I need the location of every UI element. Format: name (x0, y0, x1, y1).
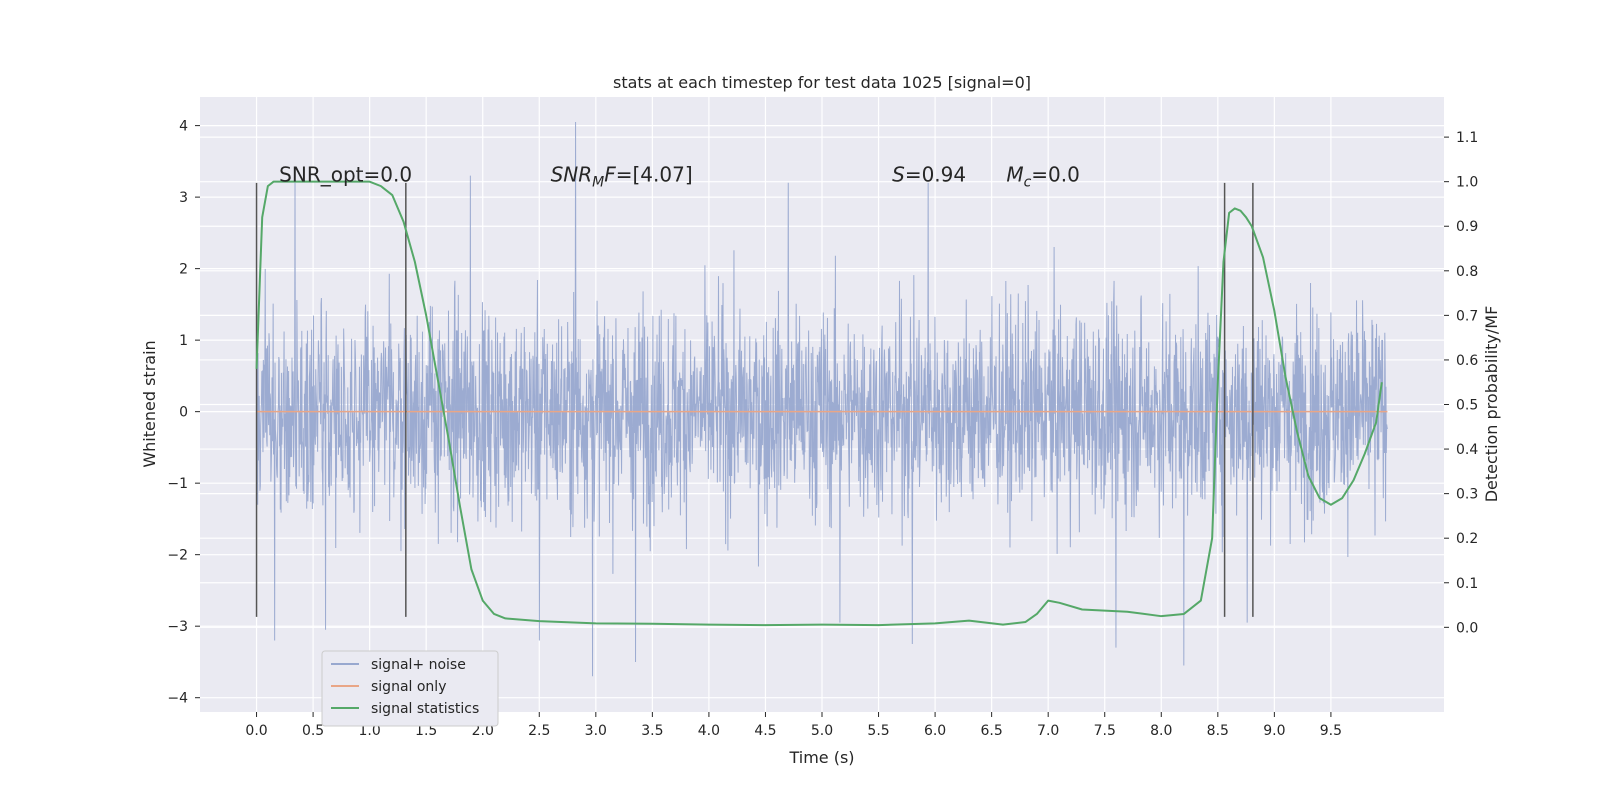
y-left-tick-label: −1 (167, 476, 188, 492)
y-axis-right-label: Detection probability/MF (1482, 306, 1501, 503)
y-left-tick-label: 1 (179, 333, 188, 349)
x-tick-label: 0.0 (245, 723, 267, 739)
x-tick-label: 2.0 (472, 723, 494, 739)
chart-title: stats at each timestep for test data 102… (613, 73, 1031, 92)
y-right-tick-label: 0.6 (1456, 353, 1478, 369)
annotations: SNR_opt=0.0 SNRMF=[4.07] S=0.94 Mc=0.0 (279, 162, 1080, 190)
legend-label-signal-noise: signal+ noise (371, 657, 466, 673)
y-right-tick-label: 1.0 (1456, 175, 1478, 191)
annotation-0: SNR_opt=0.0 (279, 162, 412, 186)
x-tick-label: 8.5 (1207, 723, 1229, 739)
x-tick-label: 2.5 (528, 723, 550, 739)
x-tick-label: 4.0 (698, 723, 720, 739)
y-axis-right-ticks: 0.0 0.1 0.2 0.3 0.4 0.5 0.6 0.7 0.8 0.9 1.0 1.1 (1444, 130, 1478, 636)
x-axis-label: Time (s) (788, 748, 854, 767)
y-right-tick-label: 0.0 (1456, 620, 1478, 636)
legend-box (321, 650, 499, 727)
legend-label-signal-only: signal only (371, 679, 446, 695)
y-left-tick-label: 0 (179, 405, 188, 421)
x-tick-label: 1.0 (359, 723, 381, 739)
x-tick-label: 4.5 (754, 723, 776, 739)
x-tick-label: 3.5 (641, 723, 663, 739)
x-tick-label: 7.0 (1037, 723, 1059, 739)
x-tick-label: 7.5 (1094, 723, 1116, 739)
y-left-tick-label: −3 (167, 619, 188, 635)
x-tick-label: 0.5 (302, 723, 324, 739)
y-right-tick-label: 0.3 (1456, 487, 1478, 503)
signal-noise-line (256, 122, 1388, 677)
y-left-tick-label: −4 (167, 691, 188, 707)
y-right-tick-label: 0.1 (1456, 576, 1478, 592)
y-right-tick-label: 0.4 (1456, 442, 1478, 458)
annotation-2: S=0.94 (892, 162, 966, 186)
x-tick-label: 5.5 (867, 723, 889, 739)
y-left-tick-label: −2 (167, 548, 188, 564)
y-right-tick-label: 0.5 (1456, 398, 1478, 414)
y-right-tick-label: 0.2 (1456, 531, 1478, 547)
annotation-3: Mc=0.0 (1006, 162, 1080, 190)
legend: signal+ noise signal only signal statist… (321, 650, 499, 727)
x-tick-label: 9.0 (1263, 723, 1285, 739)
y-right-tick-label: 0.7 (1456, 308, 1478, 324)
x-tick-label: 1.5 (415, 723, 437, 739)
legend-label-signal-statistics: signal statistics (371, 701, 479, 717)
series-signal-statistics (255, 180, 1383, 627)
x-tick-label: 6.0 (924, 723, 946, 739)
y-axis-left-ticks: −4 −3 −2 −1 0 1 2 3 4 (167, 119, 200, 707)
x-axis-ticks: 0.0 0.5 1.0 1.5 2.0 2.5 3.0 3.5 4.0 4.5 5.0 5.5 6.0 6… (245, 712, 1342, 739)
x-tick-label: 6.5 (981, 723, 1003, 739)
x-tick-label: 8.0 (1150, 723, 1172, 739)
y-right-tick-label: 0.9 (1456, 219, 1478, 235)
signal-statistics-line (255, 180, 1383, 627)
x-tick-label: 5.0 (811, 723, 833, 739)
y-left-tick-label: 4 (179, 119, 188, 135)
y-axis-left-label: Whitened strain (140, 340, 159, 467)
x-tick-label: 3.0 (585, 723, 607, 739)
y-right-tick-label: 1.1 (1456, 130, 1478, 146)
series-signal-noise (256, 122, 1388, 677)
y-left-tick-label: 2 (179, 262, 188, 278)
annotation-1: SNRMF=[4.07] (551, 162, 693, 190)
y-left-tick-label: 3 (179, 190, 188, 206)
x-tick-label: 9.5 (1320, 723, 1342, 739)
y-right-tick-label: 0.8 (1456, 264, 1478, 280)
